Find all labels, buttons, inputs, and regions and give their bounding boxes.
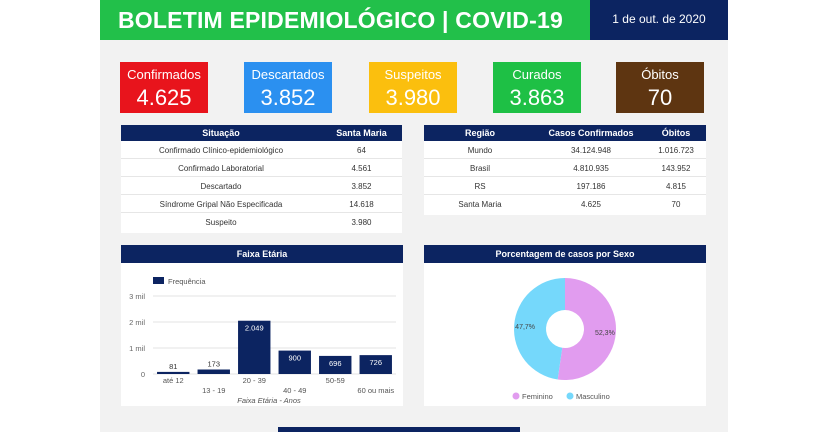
deaths-value: 70 bbox=[647, 85, 673, 110]
legend-label: Feminino bbox=[522, 392, 553, 401]
y-tick-label: 1 mil bbox=[129, 344, 145, 353]
x-tick-label: 20 - 39 bbox=[243, 376, 266, 385]
table-row: RS 197.186 4.815 bbox=[424, 177, 706, 195]
bar bbox=[157, 371, 190, 374]
pie-slice bbox=[514, 278, 565, 380]
table-cell: 4.815 bbox=[665, 182, 687, 191]
y-tick-label: 3 mil bbox=[129, 292, 145, 301]
table-cell: 3.980 bbox=[351, 218, 372, 227]
cured-value: 3.863 bbox=[509, 85, 565, 110]
bar bbox=[238, 320, 271, 374]
table-cell: 143.952 bbox=[661, 164, 691, 173]
table-cell: Confirmado Laboratorial bbox=[178, 164, 264, 173]
x-tick-label: até 12 bbox=[163, 376, 184, 385]
data-label: 81 bbox=[169, 362, 177, 371]
table-row: Confirmado Clínico-epidemiológico 64 bbox=[121, 141, 402, 159]
table-cell: Confirmado Clínico-epidemiológico bbox=[158, 146, 284, 155]
bar bbox=[319, 355, 352, 374]
x-tick-label: 13 - 19 bbox=[202, 386, 225, 395]
table-header: Região Casos Confirmados Óbitos bbox=[424, 125, 706, 141]
cured-card: Curados 3.863 bbox=[493, 62, 581, 113]
column-header: Casos Confirmados bbox=[548, 128, 634, 138]
deaths-label: Óbitos bbox=[641, 67, 679, 82]
suspected-value: 3.980 bbox=[385, 85, 441, 110]
table-cell: 1.016.723 bbox=[658, 146, 694, 155]
suspected-card: Suspeitos 3.980 bbox=[369, 62, 457, 113]
legend-marker bbox=[512, 392, 520, 400]
table-row: Suspeito 3.980 bbox=[121, 213, 402, 231]
confirmed-card: Confirmados 4.625 bbox=[120, 62, 208, 113]
table-cell: Mundo bbox=[467, 146, 493, 155]
discarded-label: Descartados bbox=[251, 67, 325, 82]
x-axis-title: Faixa Etária - Anos bbox=[237, 396, 301, 405]
table-cell: RS bbox=[474, 182, 486, 191]
report-date: 1 de out. de 2020 bbox=[590, 0, 728, 40]
table-row: Descartado 3.852 bbox=[121, 177, 402, 195]
table-cell: Santa Maria bbox=[458, 200, 502, 209]
data-label: 2.049 bbox=[245, 324, 264, 333]
bar bbox=[359, 355, 392, 374]
table-cell: 197.186 bbox=[576, 182, 606, 191]
legend-label: Masculino bbox=[576, 392, 610, 401]
y-tick-label: 2 mil bbox=[129, 318, 145, 327]
table-row: Mundo 34.124.948 1.016.723 bbox=[424, 141, 706, 159]
table-cell: 34.124.948 bbox=[570, 146, 612, 155]
data-label: 726 bbox=[369, 358, 382, 367]
table-row: Santa Maria 4.625 70 bbox=[424, 195, 706, 213]
table-cell: 70 bbox=[671, 200, 681, 209]
slice-label: 52,3% bbox=[595, 330, 615, 337]
data-label: 696 bbox=[329, 359, 342, 368]
region-table: Região Casos Confirmados Óbitos Mundo 34… bbox=[424, 125, 706, 215]
data-label: 173 bbox=[207, 360, 220, 369]
table-cell: Brasil bbox=[469, 164, 490, 173]
table-cell: Suspeito bbox=[205, 218, 237, 227]
table-row: Síndrome Gripal Não Especificada 14.618 bbox=[121, 195, 402, 213]
table-cell: 14.618 bbox=[349, 200, 374, 209]
age-bar-chart: Frequência Faixa Etária - Anos 0 1 mil 2 m… bbox=[129, 277, 396, 405]
table-cell: 4.810.935 bbox=[573, 164, 609, 173]
table-cell: 4.625 bbox=[580, 200, 602, 209]
dashboard: BOLETIM EPIDEMIOLÓGICO | COVID-19 1 de o… bbox=[100, 0, 728, 432]
legend-label: Frequência bbox=[168, 277, 206, 286]
confirmed-label: Confirmados bbox=[127, 67, 201, 82]
situation-table: Situação Santa Maria Confirmado Clínico-… bbox=[121, 125, 402, 233]
data-label: 900 bbox=[288, 354, 301, 363]
column-header: Situação bbox=[202, 128, 240, 138]
table-row: Brasil 4.810.935 143.952 bbox=[424, 159, 706, 177]
table-cell: 3.852 bbox=[351, 182, 372, 191]
bar bbox=[197, 369, 230, 374]
age-chart-title: Faixa Etária bbox=[121, 245, 403, 263]
cured-label: Curados bbox=[512, 67, 562, 82]
table-cell: Descartado bbox=[200, 182, 242, 191]
discarded-value: 3.852 bbox=[260, 85, 316, 110]
bottom-bar bbox=[278, 427, 520, 432]
table-cell: 4.561 bbox=[351, 164, 372, 173]
confirmed-value: 4.625 bbox=[136, 85, 192, 110]
column-header: Região bbox=[464, 128, 495, 138]
sex-chart-panel: Porcentagem de casos por Sexo 52,3% 47,7%… bbox=[424, 245, 706, 406]
suspected-label: Suspeitos bbox=[384, 67, 442, 82]
table-row: Confirmado Laboratorial 4.561 bbox=[121, 159, 402, 177]
column-header: Óbitos bbox=[661, 128, 691, 138]
bar bbox=[278, 350, 311, 374]
x-tick-label: 60 ou mais bbox=[357, 386, 394, 395]
discarded-card: Descartados 3.852 bbox=[244, 62, 332, 113]
y-tick-label: 0 bbox=[141, 370, 145, 379]
sex-donut-chart: 52,3% 47,7% Feminino Masculino bbox=[512, 278, 616, 401]
table-cell: 64 bbox=[357, 146, 366, 155]
pie-slice bbox=[557, 278, 616, 380]
x-tick-label: 40 - 49 bbox=[283, 386, 306, 395]
legend-swatch bbox=[153, 277, 164, 284]
sex-chart-title: Porcentagem de casos por Sexo bbox=[424, 245, 706, 263]
deaths-card: Óbitos 70 bbox=[616, 62, 704, 113]
slice-label: 47,7% bbox=[515, 324, 535, 331]
table-cell: Síndrome Gripal Não Especificada bbox=[159, 200, 283, 209]
column-header: Santa Maria bbox=[336, 128, 387, 138]
age-chart-panel: Faixa Etária Frequência Faixa Etária - A… bbox=[121, 245, 403, 406]
x-tick-label: 50-59 bbox=[326, 376, 345, 385]
page-title: BOLETIM EPIDEMIOLÓGICO | COVID-19 bbox=[100, 0, 590, 40]
legend-marker bbox=[566, 392, 574, 400]
table-header: Situação Santa Maria bbox=[121, 125, 402, 141]
